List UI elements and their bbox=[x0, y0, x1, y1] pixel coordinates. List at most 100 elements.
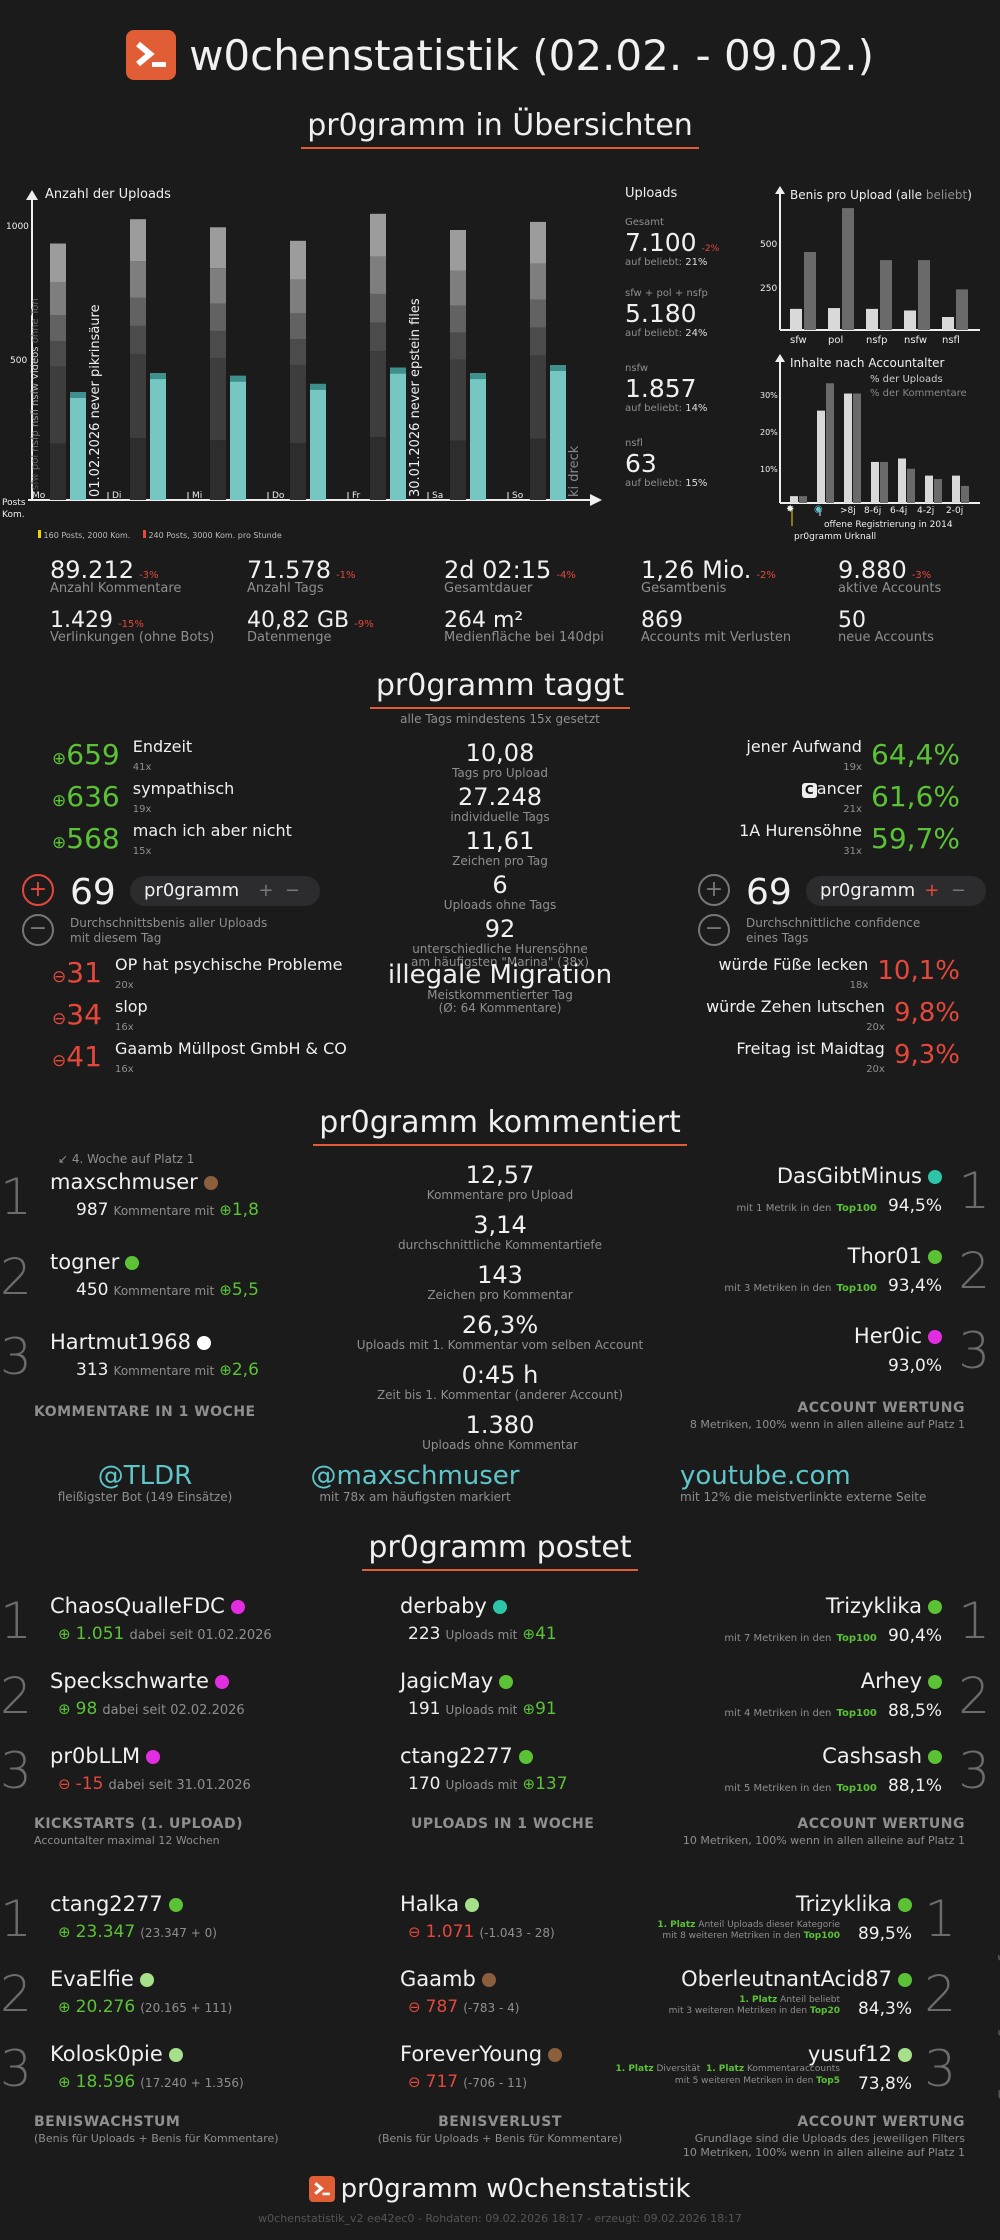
rank-number: 2 bbox=[0, 1965, 32, 2023]
user-name[interactable]: Speckschwarte bbox=[50, 1669, 209, 1693]
posts-bar bbox=[130, 325, 146, 354]
link-value[interactable]: @maxschmuser bbox=[310, 1461, 520, 1491]
user-name[interactable]: Thor01 bbox=[847, 1244, 922, 1268]
user-name[interactable]: Kolosk0pie bbox=[50, 2042, 163, 2066]
user-name[interactable]: JagicMay bbox=[400, 1669, 494, 1693]
ranking-row[interactable]: Cashsash mit 5 Metriken in den Top100 88… bbox=[660, 1742, 1000, 1812]
center-label: unterschiedliche Hurensöhne bbox=[412, 942, 588, 956]
ranking-row[interactable]: yusuf12 1. Platz Diversität 1. Platz Kom… bbox=[600, 2040, 1000, 2127]
kickstart-row[interactable]: 2 Speckschwarte ⊕ 98 dabei seit 02.02.20… bbox=[0, 1667, 330, 1737]
plus-icon: ⊕ bbox=[522, 1700, 536, 1718]
ranking-row[interactable]: Thor01 mit 3 Metriken in den Top100 93,4… bbox=[660, 1242, 1000, 1312]
loss-score: 717 bbox=[425, 2072, 459, 2092]
ranking-row[interactable]: DasGibtMinus mit 1 Metrik in den Top100 … bbox=[660, 1162, 1000, 1232]
urknall-icon: ✸ bbox=[786, 504, 795, 515]
upload-row[interactable]: ctang2277 170 Uploads mit ⊕137 bbox=[400, 1742, 660, 1812]
logo-icon bbox=[309, 2176, 336, 2202]
tag-row-minus: ⊖31 OP hat psychische Probleme 20x bbox=[52, 956, 342, 995]
comment-user[interactable]: 2 togner 450 Kommentare mit ⊕5,5 bbox=[0, 1248, 300, 1318]
place-badge-2: 1. Platz bbox=[705, 2064, 745, 2074]
tag-pill[interactable]: pr0gramm + − bbox=[130, 876, 320, 906]
stat-item: 71.578 -1% Anzahl Tags bbox=[247, 556, 356, 596]
rank-number: 1 bbox=[958, 1162, 990, 1220]
tag-count: 20x bbox=[866, 1064, 885, 1075]
tag-pill[interactable]: pr0gramm + − bbox=[806, 876, 986, 906]
user-name[interactable]: derbaby bbox=[400, 1594, 487, 1618]
plus-circle-icon[interactable]: + bbox=[698, 874, 730, 906]
loss-row[interactable]: Gaamb ⊖ 787 (-783 - 4) bbox=[400, 1965, 660, 2035]
posts-bar bbox=[50, 340, 66, 367]
rank-number: 3 bbox=[0, 1742, 32, 1800]
minus-circle-icon[interactable]: − bbox=[698, 914, 730, 946]
minus-circle-icon[interactable]: − bbox=[22, 914, 54, 946]
plus-circle-icon[interactable]: + bbox=[22, 874, 54, 906]
upload-row[interactable]: derbaby 223 Uploads mit ⊕41 bbox=[400, 1592, 660, 1662]
center-value: 26,3% bbox=[461, 1311, 539, 1339]
user-name[interactable]: ForeverYoung bbox=[400, 2042, 543, 2066]
link-label: mit 12% die meistverlinkte externe Seite bbox=[680, 1490, 927, 1504]
user-name[interactable]: Halka bbox=[400, 1892, 460, 1916]
comment-user[interactable]: 1 maxschmuser 987 Kommentare mit ⊕1,8 bbox=[0, 1168, 300, 1238]
ranking-row[interactable]: Her0ic 93,0% 3 bbox=[660, 1322, 1000, 1392]
upload-row[interactable]: JagicMay 191 Uploads mit ⊕91 bbox=[400, 1667, 660, 1737]
user-name[interactable]: ctang2277 bbox=[400, 1744, 513, 1768]
age-y-30: 30% bbox=[760, 391, 778, 400]
user-name[interactable]: DasGibtMinus bbox=[776, 1164, 922, 1188]
posts-bar bbox=[130, 261, 146, 298]
comment-user[interactable]: 3 Hartmut1968 313 Kommentare mit ⊕2,6 bbox=[0, 1328, 300, 1398]
kickstart-row[interactable]: 1 ChaosQualleFDC ⊕ 1.051 dabei seit 01.0… bbox=[0, 1592, 330, 1662]
user-name[interactable]: Trizyklika bbox=[795, 1892, 892, 1916]
tag-score: 41 bbox=[66, 1040, 102, 1073]
stat-label: Gesamtdauer bbox=[444, 581, 533, 596]
tag-vote-icons[interactable]: + − bbox=[258, 880, 300, 901]
tag-pct: 64,4% bbox=[871, 738, 960, 771]
user-name[interactable]: togner bbox=[50, 1250, 120, 1274]
kickstart-row[interactable]: 3 pr0bLLM ⊖ -15 dabei seit 31.01.2026 bbox=[0, 1742, 330, 1812]
stat-item: 89.212 -3% Anzahl Kommentare bbox=[50, 556, 181, 596]
ranking-row[interactable]: OberleutnantAcid87 1. Platz Anteil belie… bbox=[600, 1965, 1000, 2064]
user-name[interactable]: EvaElfie bbox=[50, 1967, 134, 1991]
user-dot bbox=[168, 1898, 183, 1912]
user-name[interactable]: Cashsash bbox=[822, 1744, 922, 1768]
loss-caption: BENISVERLUST bbox=[438, 2114, 562, 2130]
user-name[interactable]: Arhey bbox=[860, 1669, 922, 1693]
user-name[interactable]: ChaosQualleFDC bbox=[50, 1594, 225, 1618]
loss-row[interactable]: Halka ⊖ 1.071 (-1.043 - 28) bbox=[400, 1890, 660, 1960]
growth-row[interactable]: 3 Kolosk0pie ⊕ 18.596 (17.240 + 1.356) bbox=[0, 2040, 330, 2110]
growth-row[interactable]: 1 ctang2277 ⊕ 23.347 (23.347 + 0) bbox=[0, 1890, 330, 1960]
tag-center-stat: 27.248 individuelle Tags bbox=[300, 784, 700, 824]
center-value: 1.380 bbox=[465, 1411, 535, 1439]
benis-ranking-sub: Grundlage sind die Uploads des jeweilige… bbox=[694, 2132, 965, 2145]
user-name[interactable]: Her0ic bbox=[853, 1324, 922, 1348]
link-value[interactable]: @TLDR bbox=[97, 1461, 193, 1491]
center-value: 143 bbox=[477, 1261, 523, 1289]
place-badge: 1. Platz bbox=[657, 1920, 696, 1930]
tag-vote-icons[interactable]: + − bbox=[924, 880, 966, 901]
ranking-row[interactable]: Arhey mit 4 Metriken in den Top100 88,5%… bbox=[660, 1667, 1000, 1737]
user-dot bbox=[548, 2048, 563, 2062]
stat-label: Anzahl Tags bbox=[247, 581, 324, 596]
kick-sub: Accountalter maximal 12 Wochen bbox=[34, 1834, 220, 1847]
link-value[interactable]: youtube.com bbox=[680, 1461, 851, 1491]
metric-top: Top100 bbox=[836, 1708, 877, 1719]
growth-row[interactable]: 2 EvaElfie ⊕ 20.276 (20.165 + 111) bbox=[0, 1965, 330, 2035]
user-name[interactable]: Trizyklika bbox=[825, 1594, 922, 1618]
stat-delta: -9% bbox=[354, 619, 374, 630]
tag-name: slop 16x bbox=[114, 997, 148, 1034]
comments-title: pr0gramm kommentiert bbox=[0, 1105, 1000, 1146]
sfw-label: sfw + pol + nsfp bbox=[625, 288, 708, 299]
ranking-row[interactable]: Trizyklika mit 7 Metriken in den Top100 … bbox=[660, 1592, 1000, 1662]
user-name[interactable]: Hartmut1968 bbox=[50, 1330, 191, 1354]
tag-pct: 10,1% bbox=[877, 956, 960, 986]
comments-caption: KOMMENTARE IN 1 WOCHE bbox=[34, 1404, 256, 1420]
loss-row[interactable]: ForeverYoung ⊖ 717 (-706 - 11) bbox=[400, 2040, 660, 2110]
user-name[interactable]: yusuf12 bbox=[807, 2042, 892, 2066]
age-chart-title: Inhalte nach Accountalter bbox=[790, 356, 945, 370]
user-name[interactable]: OberleutnantAcid87 bbox=[681, 1967, 892, 1991]
user-name[interactable]: maxschmuser bbox=[50, 1170, 198, 1194]
user-name[interactable]: pr0bLLM bbox=[50, 1744, 141, 1768]
user-name[interactable]: ctang2277 bbox=[50, 1892, 163, 1916]
ranking-row[interactable]: Trizyklika 1. Platz Anteil Uploads diese… bbox=[600, 1890, 1000, 1975]
user-name[interactable]: Gaamb bbox=[400, 1967, 476, 1991]
tag-name: sympathisch 19x bbox=[132, 779, 235, 816]
